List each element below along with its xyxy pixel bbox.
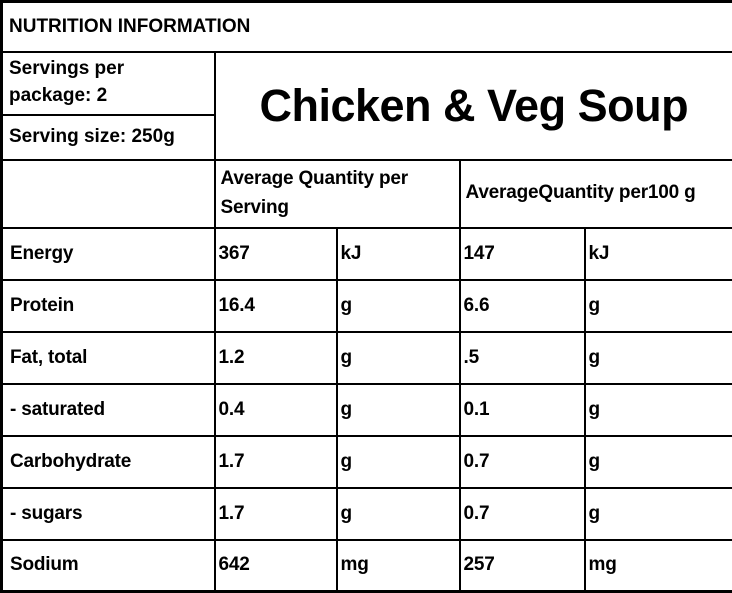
per-serving-value: 642 xyxy=(215,540,337,592)
row-fat-total: Fat, total 1.2 g .5 g xyxy=(2,332,732,384)
nutrient-label: Sodium xyxy=(2,540,215,592)
row-sugars: - sugars 1.7 g 0.7 g xyxy=(2,488,732,540)
per-serving-value: 1.2 xyxy=(215,332,337,384)
nutrient-label: Fat, total xyxy=(2,332,215,384)
per-100g-value: 0.7 xyxy=(460,436,585,488)
nutrient-label: Carbohydrate xyxy=(2,436,215,488)
row-carbohydrate: Carbohydrate 1.7 g 0.7 g xyxy=(2,436,732,488)
nutrition-information-title: NUTRITION INFORMATION xyxy=(2,2,732,52)
servings-row: Servings per package: 2 Chicken & Veg So… xyxy=(2,52,732,115)
per-100g-value: .5 xyxy=(460,332,585,384)
per-serving-value: 1.7 xyxy=(215,436,337,488)
column-header-blank-cell xyxy=(2,160,215,228)
nutrient-label: Energy xyxy=(2,228,215,280)
per-serving-value: 16.4 xyxy=(215,280,337,332)
per-100g-unit: g xyxy=(585,280,732,332)
nutrient-label: Protein xyxy=(2,280,215,332)
per-serving-value: 0.4 xyxy=(215,384,337,436)
per-100g-value: 257 xyxy=(460,540,585,592)
row-saturated: - saturated 0.4 g 0.1 g xyxy=(2,384,732,436)
per-serving-unit: g xyxy=(337,332,460,384)
per-serving-unit: mg xyxy=(337,540,460,592)
row-sodium: Sodium 642 mg 257 mg xyxy=(2,540,732,592)
per-100g-value: 0.7 xyxy=(460,488,585,540)
per-100g-unit: g xyxy=(585,384,732,436)
per-100g-value: 0.1 xyxy=(460,384,585,436)
per-serving-unit: kJ xyxy=(337,228,460,280)
column-header-row: Average Quantity per Serving AverageQuan… xyxy=(2,160,732,228)
nutrient-label: - saturated xyxy=(2,384,215,436)
servings-per-package-cell: Servings per package: 2 xyxy=(2,52,215,115)
nutrient-label: - sugars xyxy=(2,488,215,540)
nutrition-header-row: NUTRITION INFORMATION xyxy=(2,2,732,52)
per-100g-unit: kJ xyxy=(585,228,732,280)
per-100g-unit: g xyxy=(585,488,732,540)
column-header-per-serving: Average Quantity per Serving xyxy=(215,160,460,228)
column-header-per-100g: AverageQuantity per100 g xyxy=(460,160,732,228)
per-serving-unit: g xyxy=(337,384,460,436)
per-serving-unit: g xyxy=(337,488,460,540)
per-serving-unit: g xyxy=(337,436,460,488)
per-100g-value: 6.6 xyxy=(460,280,585,332)
per-100g-unit: g xyxy=(585,332,732,384)
product-title: Chicken & Veg Soup xyxy=(215,52,732,160)
per-serving-value: 1.7 xyxy=(215,488,337,540)
per-100g-value: 147 xyxy=(460,228,585,280)
serving-size-cell: Serving size: 250g xyxy=(2,115,215,160)
row-protein: Protein 16.4 g 6.6 g xyxy=(2,280,732,332)
per-serving-value: 367 xyxy=(215,228,337,280)
per-100g-unit: mg xyxy=(585,540,732,592)
per-100g-unit: g xyxy=(585,436,732,488)
row-energy: Energy 367 kJ 147 kJ xyxy=(2,228,732,280)
per-serving-unit: g xyxy=(337,280,460,332)
